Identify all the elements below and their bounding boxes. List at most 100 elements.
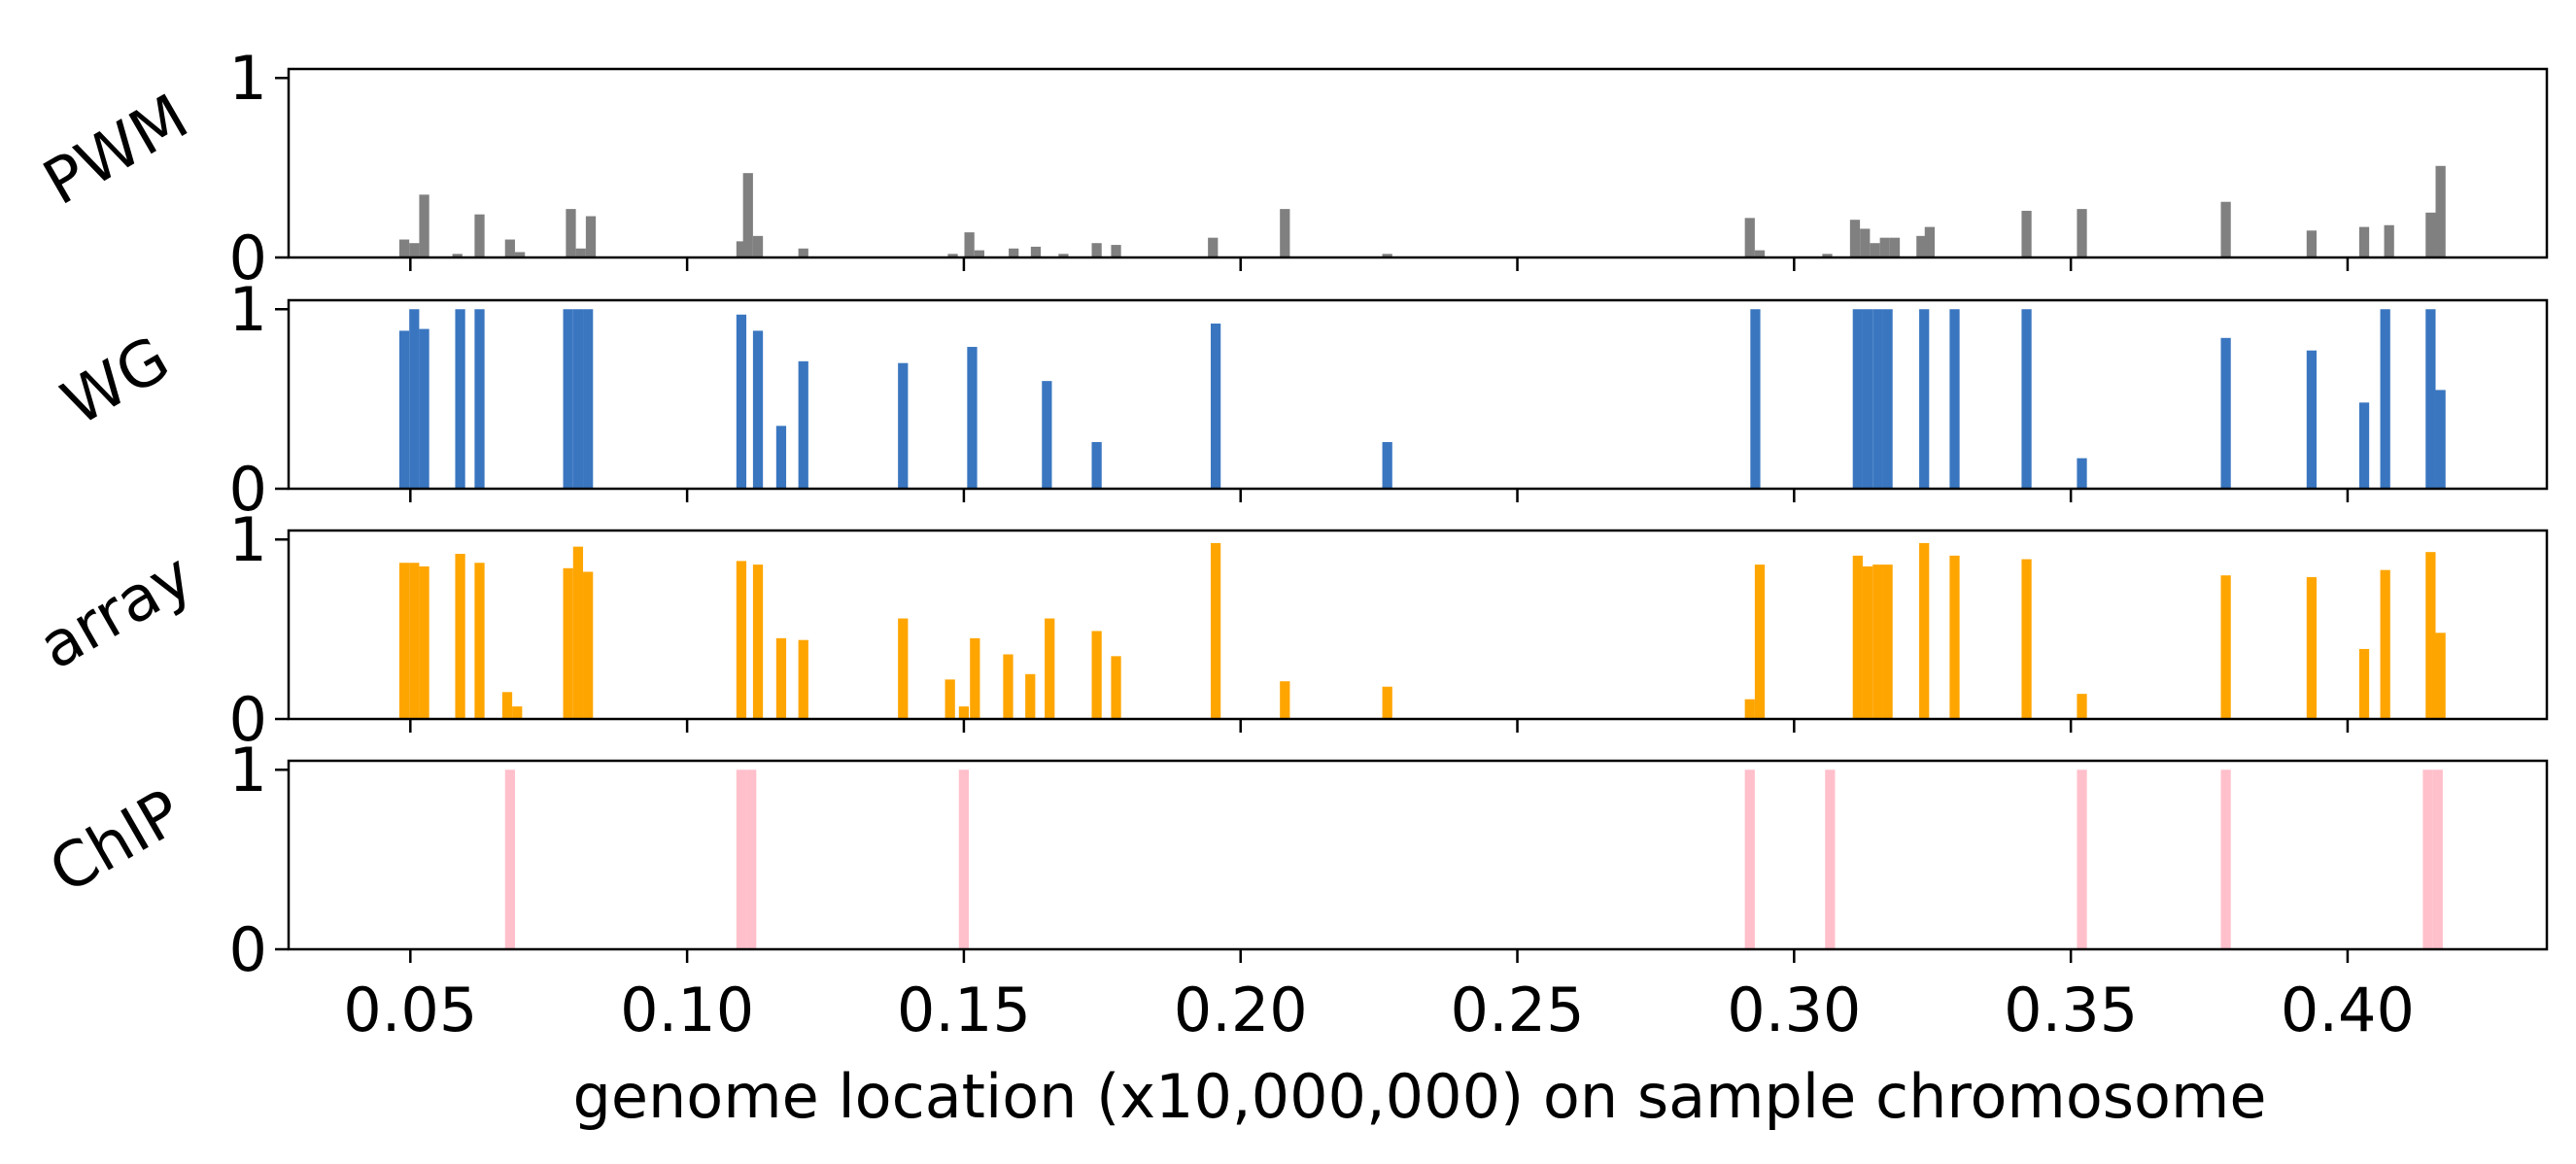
x-tick-label: 0.30 (1727, 975, 1861, 1045)
x-tick-label: 0.40 (2281, 975, 2415, 1045)
bar-wg-2 (419, 328, 429, 489)
bar-chip-8 (2422, 770, 2433, 949)
x-tick-label: 0.15 (897, 975, 1031, 1045)
bar-array-14 (898, 618, 909, 719)
y-tick-label: 1 (229, 43, 267, 114)
bar-wg-16 (1210, 324, 1221, 489)
y-tick-label: 1 (229, 735, 267, 805)
bar-pwm-20 (1091, 243, 1102, 257)
bar-array-0 (398, 563, 410, 719)
bar-pwm-12 (752, 235, 764, 257)
bar-wg-23 (1919, 309, 1930, 489)
bar-pwm-5 (504, 239, 515, 257)
x-tick-label: 0.20 (1174, 975, 1308, 1045)
bar-pwm-17 (1009, 248, 1019, 257)
bar-wg-31 (2425, 309, 2436, 489)
panel-chip: 0 1 ChIP (38, 735, 2549, 985)
bar-wg-28 (2306, 350, 2318, 489)
panel-wg: 0 1 WG (51, 274, 2549, 525)
bar-array-2 (419, 565, 429, 719)
bar-wg-13 (967, 347, 978, 489)
bar-pwm-28 (1849, 220, 1861, 257)
bar-array-21 (1091, 631, 1102, 719)
bar-chip-4 (1744, 770, 1755, 949)
bar-wg-32 (2435, 390, 2446, 489)
bar-pwm-14 (947, 254, 958, 257)
bar-pwm-15 (964, 232, 975, 257)
bar-pwm-3 (452, 254, 463, 257)
bar-array-35 (2077, 694, 2087, 719)
bar-pwm-36 (2077, 209, 2087, 257)
bar-array-19 (1025, 673, 1036, 719)
bar-chip-2 (746, 770, 757, 949)
bar-pwm-30 (1870, 243, 1880, 257)
bar-array-30 (1872, 565, 1883, 719)
panel-array: 0 1 array (27, 504, 2549, 755)
bar-pwm-8 (575, 248, 586, 257)
bar-array-36 (2220, 575, 2231, 719)
bar-wg-0 (398, 330, 410, 489)
bar-pwm-39 (2358, 226, 2370, 257)
bar-wg-14 (1042, 381, 1052, 489)
bar-array-24 (1280, 681, 1290, 719)
bar-pwm-42 (2435, 165, 2446, 257)
panel-label: WG (51, 324, 182, 441)
bar-wg-26 (2077, 458, 2087, 489)
bar-pwm-24 (1382, 254, 1392, 257)
bar-array-25 (1382, 686, 1392, 719)
x-tick-label: 0.05 (343, 975, 477, 1045)
bar-array-17 (970, 637, 980, 719)
bar-array-6 (512, 706, 523, 719)
bar-array-38 (2358, 648, 2370, 719)
bar-pwm-4 (474, 214, 485, 257)
bar-pwm-10 (736, 241, 747, 257)
bar-array-10 (736, 561, 747, 719)
bar-wg-29 (2358, 402, 2370, 489)
bar-pwm-40 (2384, 224, 2394, 257)
bar-pwm-9 (585, 216, 597, 257)
bar-wg-17 (1382, 441, 1392, 489)
bar-wg-30 (2380, 309, 2390, 489)
bar-wg-6 (572, 309, 584, 489)
bar-wg-10 (775, 426, 787, 489)
bar-pwm-32 (1889, 237, 1901, 257)
bar-pwm-37 (2220, 201, 2231, 257)
bar-chip-6 (2077, 770, 2087, 949)
bar-wg-25 (2021, 309, 2032, 489)
bar-array-34 (2021, 559, 2032, 719)
bar-wg-12 (898, 362, 909, 489)
bar-array-4 (474, 563, 485, 719)
bar-array-18 (1003, 654, 1013, 719)
bar-array-12 (775, 637, 787, 719)
bar-array-40 (2425, 552, 2436, 719)
bar-array-11 (752, 565, 764, 719)
y-tick-label: 1 (229, 274, 267, 345)
bar-array-39 (2380, 569, 2390, 719)
bar-array-22 (1111, 656, 1121, 719)
bar-pwm-2 (419, 194, 429, 257)
y-tick-label: 0 (229, 223, 267, 293)
y-tick-label: 0 (229, 684, 267, 755)
panel-pwm: 0 1 PWM (32, 43, 2549, 293)
bar-array-28 (1852, 555, 1863, 719)
bar-array-29 (1862, 565, 1873, 719)
panel-label: ChIP (38, 776, 194, 907)
bar-pwm-23 (1280, 209, 1290, 257)
bar-wg-15 (1091, 441, 1102, 489)
bar-pwm-34 (1924, 226, 1936, 257)
bar-pwm-0 (398, 239, 410, 257)
bar-pwm-26 (1754, 250, 1766, 257)
bar-array-9 (583, 571, 594, 719)
bar-array-7 (563, 567, 573, 719)
bar-pwm-35 (2021, 210, 2032, 257)
bar-wg-21 (1872, 309, 1883, 489)
bar-pwm-22 (1208, 237, 1219, 257)
bar-wg-4 (474, 309, 485, 489)
bar-array-3 (455, 554, 465, 719)
panel-frame (287, 298, 2549, 491)
bar-array-20 (1045, 618, 1055, 719)
bar-array-33 (1949, 555, 1960, 719)
bar-pwm-21 (1111, 245, 1121, 257)
bar-chip-3 (958, 770, 970, 949)
bar-pwm-11 (742, 173, 753, 257)
